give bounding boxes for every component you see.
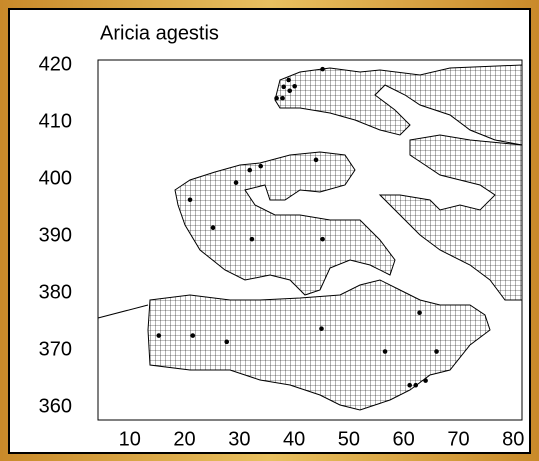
x-tick-label: 10 [119, 428, 141, 450]
island-north [274, 64, 523, 146]
record-dot [313, 157, 319, 163]
record-dot [287, 88, 293, 94]
record-dot [423, 378, 428, 383]
record-dot [156, 333, 162, 338]
record-dot [190, 333, 196, 338]
record-dot [434, 349, 439, 354]
x-tick-label: 20 [173, 428, 195, 450]
y-tick-label: 400 [39, 168, 72, 190]
x-tick-label: 70 [447, 428, 469, 450]
x-tick-label: 80 [502, 428, 524, 450]
record-dot [319, 326, 324, 332]
record-dot [280, 95, 285, 101]
record-dot [417, 310, 422, 316]
record-dot [281, 84, 287, 90]
record-dot [320, 66, 325, 72]
record-dot [224, 339, 230, 345]
chart-title: Aricia agestis [100, 22, 219, 44]
y-tick-label: 420 [39, 53, 72, 75]
record-dot [187, 197, 193, 203]
map-land [147, 64, 523, 411]
record-dot [286, 77, 291, 83]
x-tick-label: 40 [283, 428, 305, 450]
y-tick-label: 390 [39, 225, 72, 247]
island-middle [174, 151, 396, 296]
record-dot [413, 382, 419, 388]
y-tick-label: 360 [39, 396, 72, 418]
y-tick-label: 370 [39, 339, 72, 361]
record-dot [382, 349, 388, 354]
record-dot [258, 163, 263, 169]
border-line [97, 304, 149, 319]
record-dot [210, 225, 216, 231]
record-dot [407, 382, 413, 388]
record-dot [320, 236, 325, 242]
record-dot [247, 167, 253, 173]
record-dot [274, 95, 279, 101]
y-tick-label: 380 [39, 282, 72, 304]
record-dot [233, 180, 239, 185]
record-dot [249, 236, 255, 242]
x-tick-label: 60 [393, 428, 415, 450]
island-east [378, 134, 523, 301]
mainland-south [147, 279, 491, 411]
record-dot [292, 83, 297, 89]
y-tick-label: 410 [39, 110, 72, 132]
x-tick-label: 30 [228, 428, 250, 450]
x-tick-label: 50 [338, 428, 360, 450]
